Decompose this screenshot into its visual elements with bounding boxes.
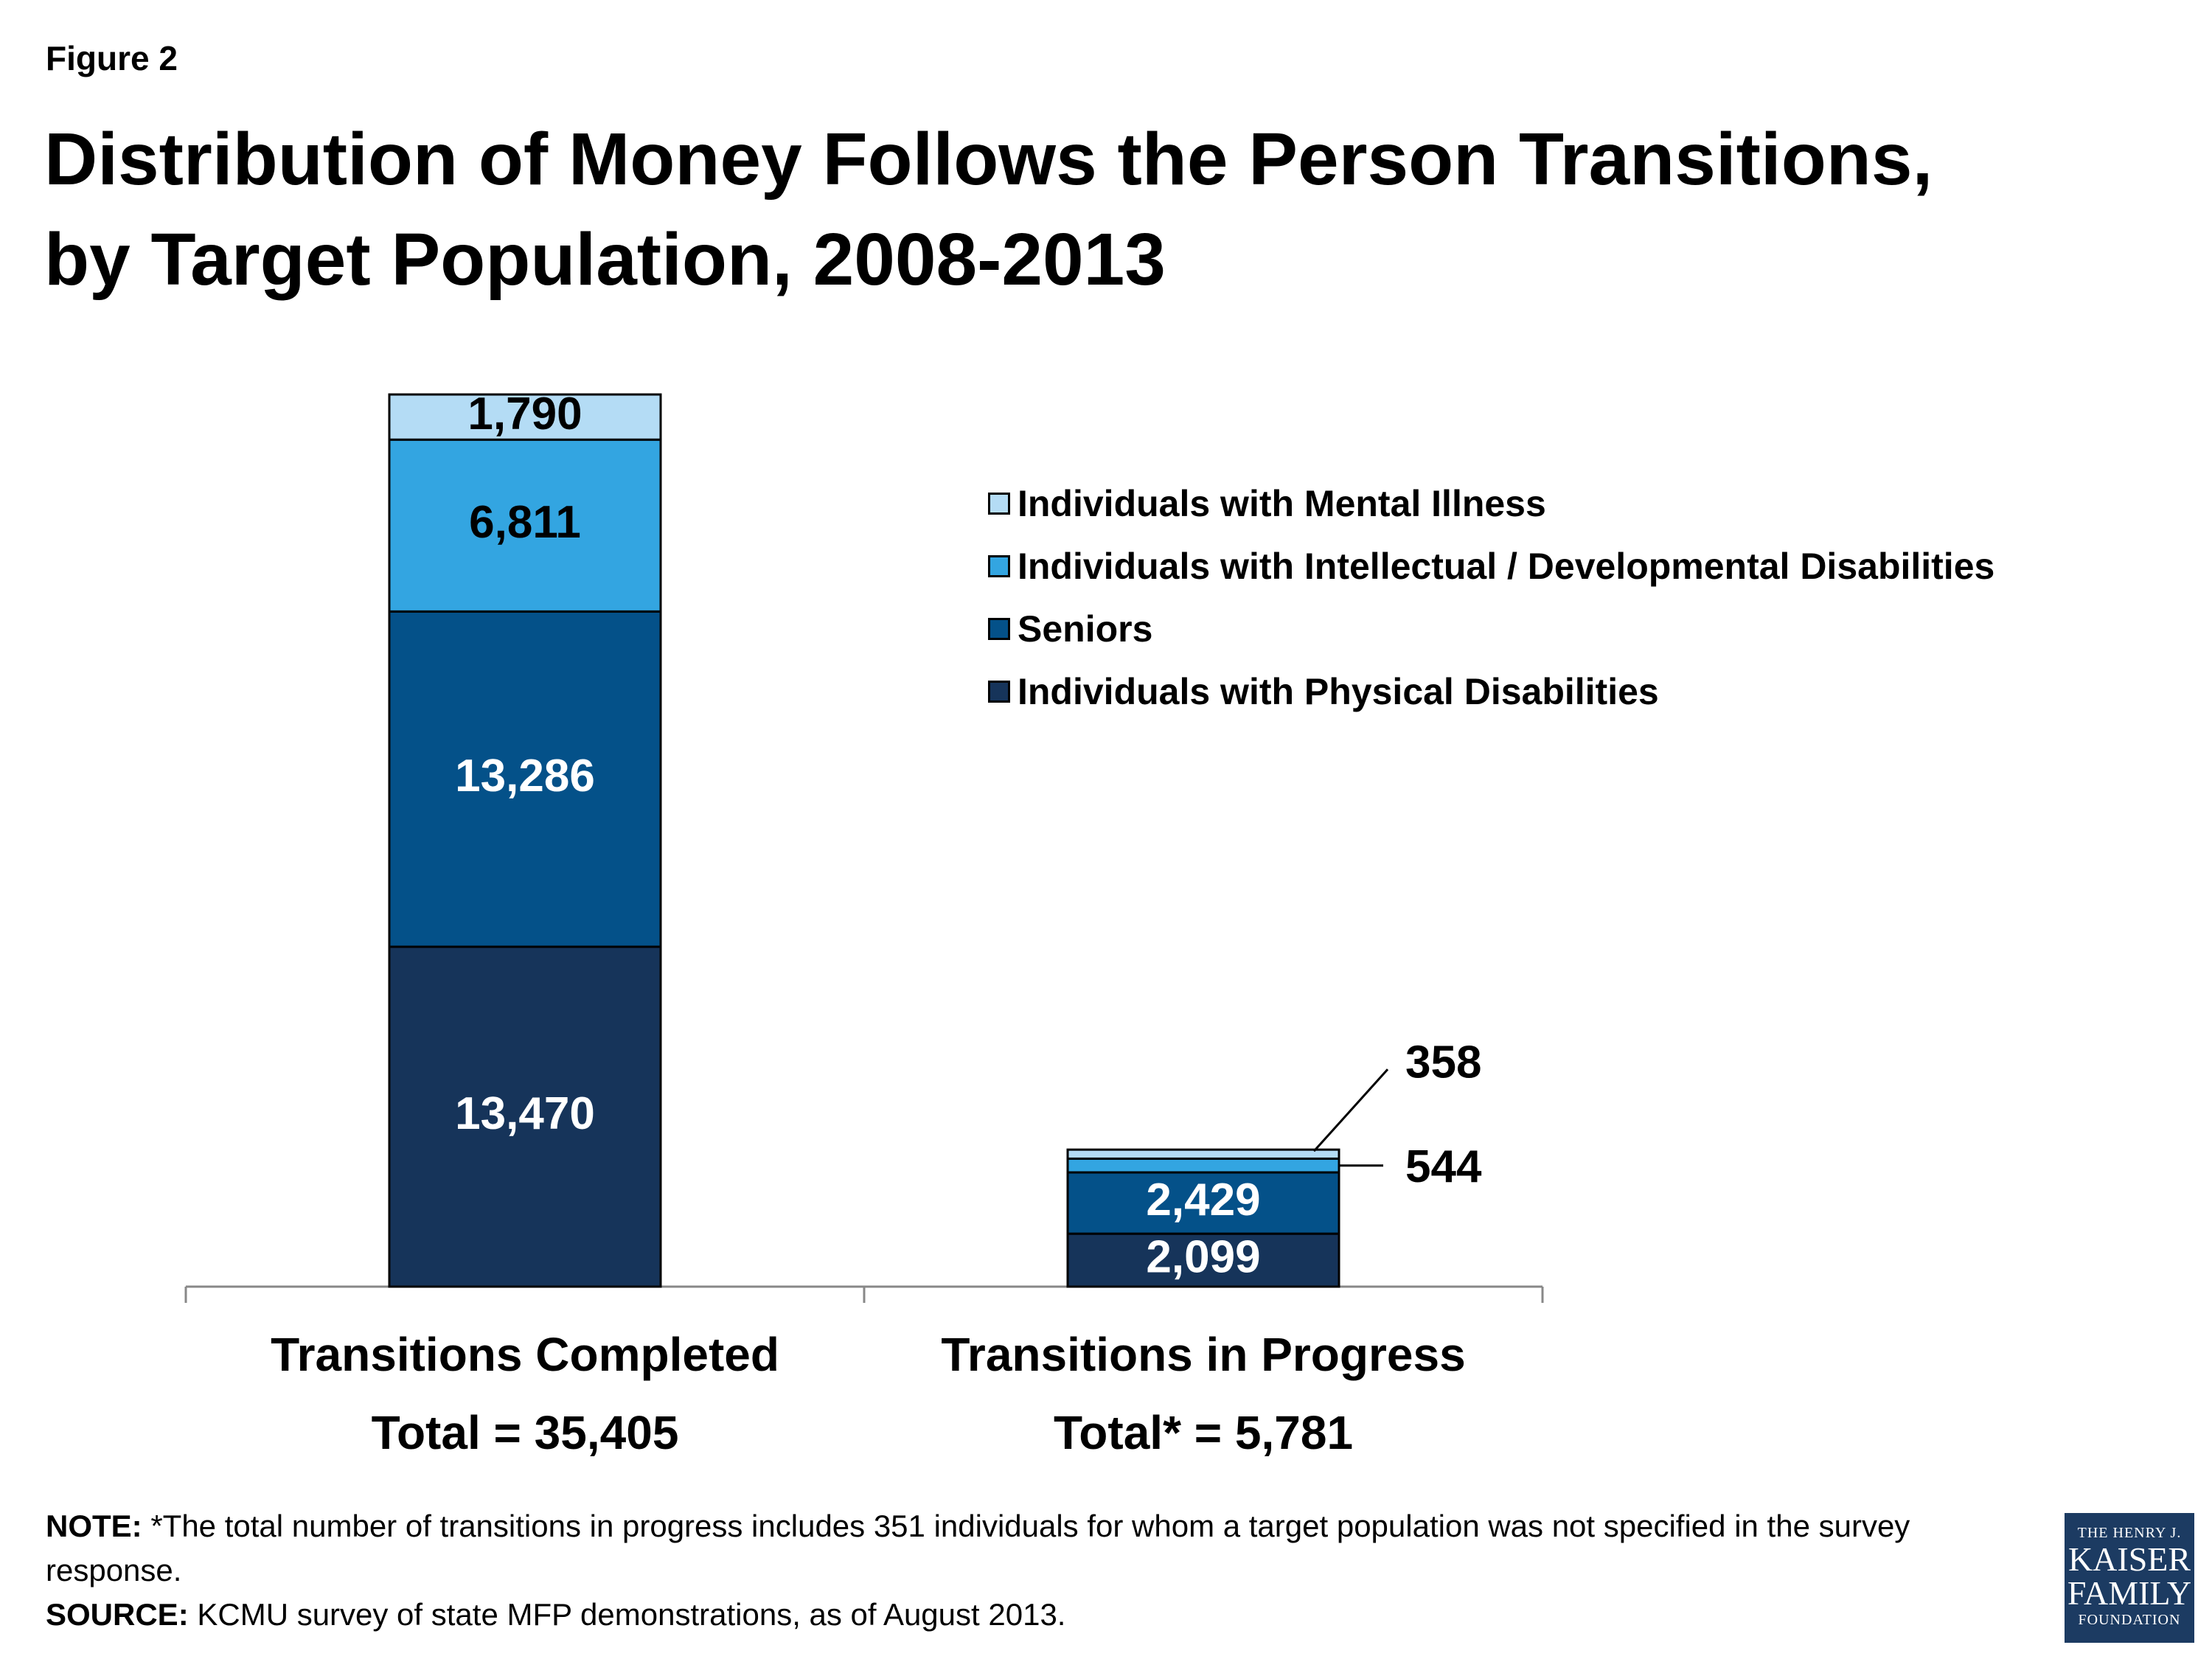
legend-item-intellectual-disabilities: Individuals with Intellectual / Developm… xyxy=(988,535,1994,597)
legend-label-physical-disabilities: Individuals with Physical Disabilities xyxy=(1018,670,1659,712)
kff-logo: THE HENRY J. KAISER FAMILY FOUNDATION xyxy=(2065,1513,2194,1643)
data-label-mental-illness-completed: 1,790 xyxy=(467,389,582,439)
source-line: SOURCE: KCMU survey of state MFP demonst… xyxy=(46,1593,2037,1637)
legend-item-mental-illness: Individuals with Mental Illness xyxy=(988,472,1994,535)
logo-line-3: FAMILY xyxy=(2067,1574,2192,1612)
note-line: NOTE: *The total number of transitions i… xyxy=(46,1504,2037,1593)
bar-segment-seniors-completed xyxy=(388,610,662,948)
legend-swatch-intellectual-disabilities xyxy=(988,554,1010,577)
callout-leader-mental-illness xyxy=(1312,1068,1389,1152)
category-total-completed: Total = 35,405 xyxy=(371,1406,679,1459)
bar-segment-mental-illness-in-progress xyxy=(1066,1148,1340,1160)
logo-line-1: THE HENRY J. xyxy=(2077,1525,2182,1541)
category-total-in-progress: Total* = 5,781 xyxy=(1053,1406,1354,1459)
data-label-seniors-completed: 13,286 xyxy=(455,751,595,801)
source-text: KCMU survey of state MFP demonstrations,… xyxy=(188,1597,1066,1632)
logo-line-4: FOUNDATION xyxy=(2078,1612,2181,1628)
legend-label-mental-illness: Individuals with Mental Illness xyxy=(1018,482,1546,524)
data-label-intellectual-disabilities-completed: 6,811 xyxy=(469,497,581,548)
data-label-physical-disabilities-in-progress: 2,099 xyxy=(1146,1231,1260,1282)
legend-swatch-physical-disabilities xyxy=(988,680,1010,703)
chart-legend: Individuals with Mental Illness Individu… xyxy=(988,472,1994,723)
legend-item-seniors: Seniors xyxy=(988,597,1994,660)
logo-line-2: KAISER xyxy=(2067,1540,2191,1578)
bar-segment-intellectual-disabilities-in-progress xyxy=(1066,1157,1340,1174)
legend-swatch-seniors xyxy=(988,617,1010,640)
chart-notes: NOTE: *The total number of transitions i… xyxy=(46,1504,2037,1637)
chart-title-line-2: by Target Population, 2008-2013 xyxy=(44,218,1166,301)
bar-segment-physical-disabilities-in-progress xyxy=(1066,1232,1340,1288)
source-label: SOURCE: xyxy=(46,1597,189,1632)
category-label-in-progress: Transitions in Progress xyxy=(941,1328,1466,1381)
bar-segment-intellectual-disabilities-completed xyxy=(388,438,662,613)
chart-title: Distribution of Money Follows the Person… xyxy=(44,109,2109,310)
note-text: *The total number of transitions in prog… xyxy=(46,1509,1910,1587)
chart-title-line-1: Distribution of Money Follows the Person… xyxy=(44,118,1933,201)
data-label-seniors-in-progress: 2,429 xyxy=(1146,1175,1260,1225)
legend-item-physical-disabilities: Individuals with Physical Disabilities xyxy=(988,660,1994,723)
legend-label-seniors: Seniors xyxy=(1018,608,1153,650)
bar-segment-seniors-in-progress xyxy=(1066,1171,1340,1235)
note-label: NOTE: xyxy=(46,1509,142,1543)
bar-segment-physical-disabilities-completed xyxy=(388,945,662,1288)
category-label-completed: Transitions Completed xyxy=(271,1328,779,1381)
figure-label: Figure 2 xyxy=(46,39,178,77)
legend-swatch-mental-illness xyxy=(988,492,1010,515)
data-label-intellectual-disabilities-in-progress: 544 xyxy=(1405,1141,1482,1192)
legend-label-intellectual-disabilities: Individuals with Intellectual / Developm… xyxy=(1018,545,1995,587)
bar-segment-mental-illness-completed xyxy=(388,393,662,441)
data-label-mental-illness-in-progress: 358 xyxy=(1405,1037,1481,1088)
data-label-physical-disabilities-completed: 13,470 xyxy=(455,1088,595,1139)
